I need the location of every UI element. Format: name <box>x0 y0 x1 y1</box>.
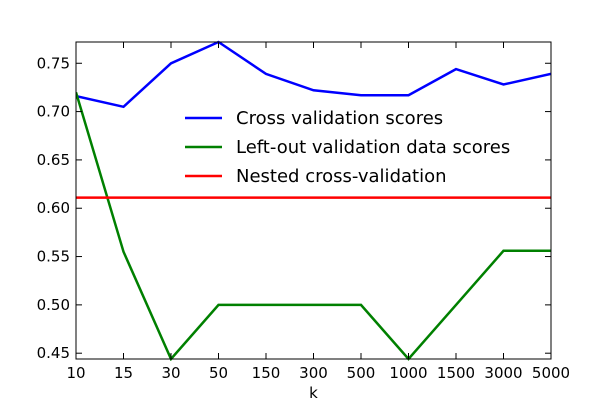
x-axis-label: k <box>309 384 318 402</box>
x-tick-label: 5000 <box>532 364 570 382</box>
series-layer <box>76 40 551 361</box>
x-tick-label: 10 <box>66 364 85 382</box>
x-tick-label: 15 <box>114 364 133 382</box>
legend: Cross validation scores Left-out validati… <box>185 108 510 187</box>
y-tick-label: 0.65 <box>37 151 70 169</box>
x-tick-label: 30 <box>161 364 180 382</box>
x-tick-label: 300 <box>299 364 328 382</box>
series-line-2 <box>76 91 551 361</box>
x-tick-label: 150 <box>252 364 281 382</box>
y-tick-label: 0.70 <box>37 103 70 121</box>
y-tick-label: 0.60 <box>37 199 70 217</box>
x-tick-label: 1000 <box>389 364 427 382</box>
x-tick-label: 50 <box>209 364 228 382</box>
legend-label-2: Left-out validation data scores <box>236 137 510 158</box>
y-tick-label: 0.45 <box>37 344 70 362</box>
y-tick-label: 0.55 <box>37 248 70 266</box>
x-tick-label: 500 <box>347 364 376 382</box>
y-tick-label: 0.75 <box>37 54 70 72</box>
series-line-1 <box>76 40 551 109</box>
x-tick-label: 1500 <box>437 364 475 382</box>
legend-label-1: Cross validation scores <box>236 108 443 129</box>
legend-label-3: Nested cross-validation <box>236 166 447 187</box>
y-tick-label: 0.50 <box>37 296 70 314</box>
x-tick-label: 3000 <box>484 364 522 382</box>
ticks-layer: 10 15 30 50 150 300 500 1000 1500 3000 5000 0.45 0.5… <box>37 42 570 382</box>
